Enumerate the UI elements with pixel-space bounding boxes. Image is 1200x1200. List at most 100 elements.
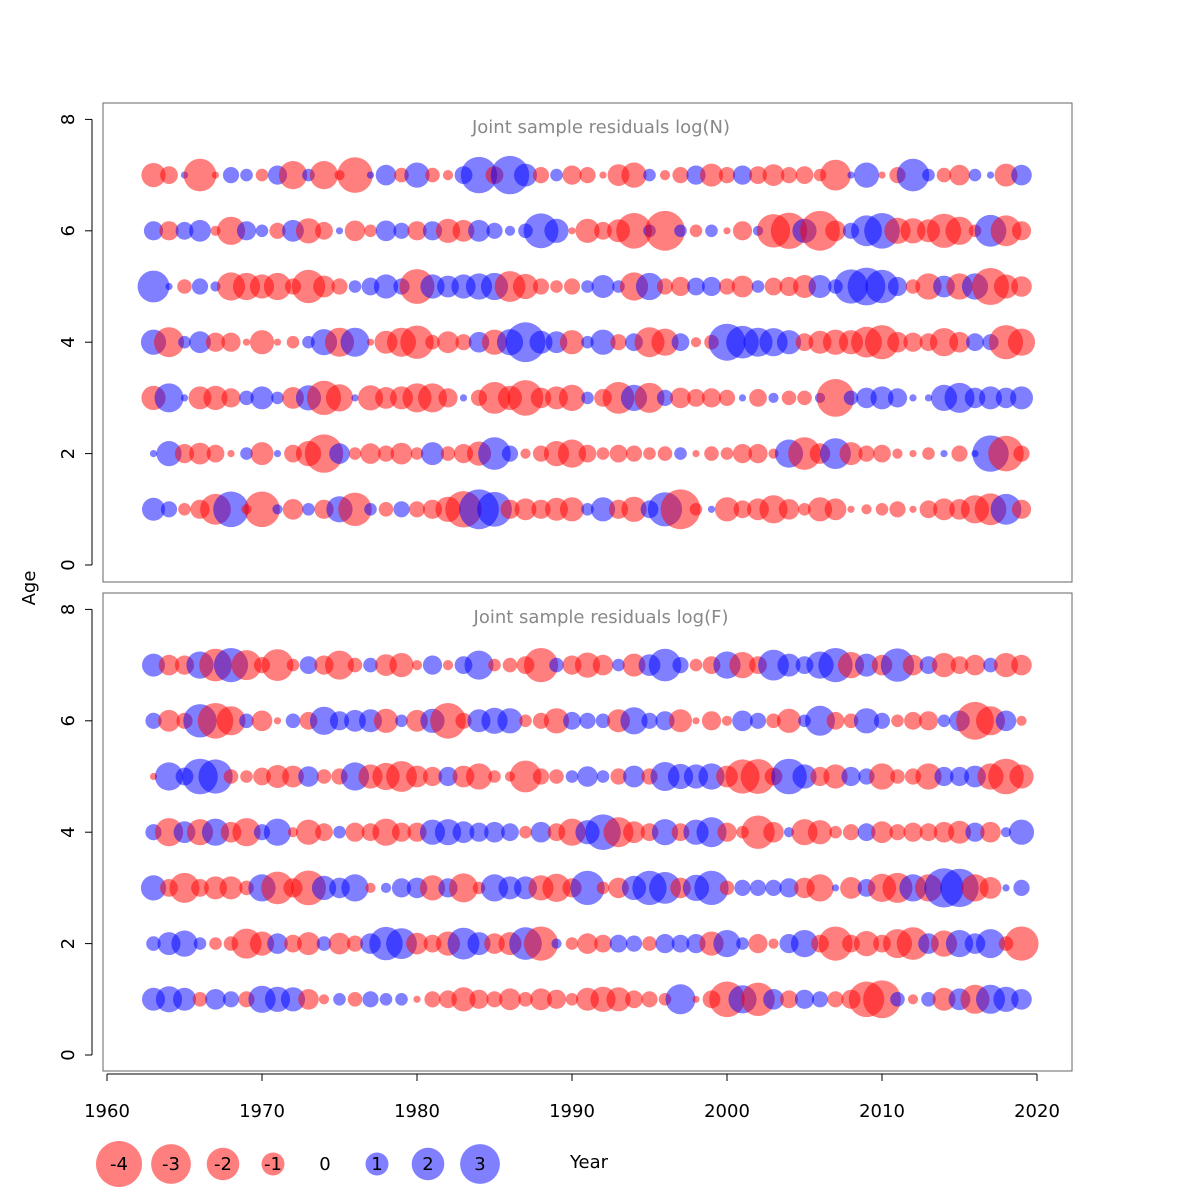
residual-bubble: [468, 219, 490, 242]
residual-bubble: [896, 158, 930, 192]
residual-bubble: [795, 166, 814, 185]
residual-bubble: [559, 330, 585, 355]
residual-bubble: [400, 325, 434, 359]
residual-bubble: [995, 387, 1017, 409]
residual-bubble: [948, 820, 971, 844]
residual-bubble: [766, 713, 781, 729]
residual-bubble: [158, 709, 180, 732]
residual-bubble: [438, 766, 458, 787]
residual-bubble: [325, 650, 354, 680]
residual-bubble: [297, 932, 320, 956]
residual-bubble: [732, 221, 753, 241]
residual-bubble: [873, 444, 891, 463]
residual-bubble: [329, 443, 350, 464]
residual-bubble: [550, 168, 563, 182]
residual-bubble: [609, 444, 628, 463]
residual-bubble: [231, 650, 262, 681]
residual-bubble: [469, 822, 489, 842]
y-tick-label: 2: [58, 938, 79, 949]
residual-bubble: [559, 497, 585, 522]
residual-bubble: [606, 987, 631, 1012]
residual-bubble: [1000, 827, 1012, 838]
residual-bubble: [278, 161, 308, 190]
residual-bubble: [484, 933, 505, 954]
residual-bubble: [931, 653, 957, 678]
residual-bubble: [455, 334, 472, 351]
residual-bubble: [529, 330, 553, 354]
residual-bubble: [871, 821, 893, 844]
residual-bubble: [933, 498, 955, 521]
y-tick-label: 6: [58, 225, 79, 236]
residual-bubble: [858, 445, 875, 462]
residual-bubble: [824, 498, 847, 521]
residual-bubble: [304, 434, 344, 473]
residual-bubble: [868, 763, 896, 790]
residual-bubble: [701, 711, 722, 731]
residual-bubble: [994, 163, 1018, 187]
residual-bubble: [642, 936, 657, 951]
residual-bubble: [302, 503, 315, 516]
residual-bubble: [191, 879, 209, 897]
residual-bubble: [523, 648, 559, 683]
residual-bubble: [705, 224, 718, 238]
residual-bubble: [146, 936, 161, 951]
residual-bubble: [156, 441, 182, 467]
residual-bubble: [671, 934, 690, 953]
residual-bubble: [749, 389, 767, 407]
residual-bubble: [175, 221, 194, 240]
residual-bubble: [178, 335, 191, 349]
residual-bubble: [863, 980, 901, 1019]
residual-bubble: [1011, 654, 1032, 676]
residual-bubble: [731, 275, 754, 298]
residual-bubble: [887, 388, 908, 408]
residual-bubble: [344, 220, 366, 242]
residual-bubble: [255, 224, 269, 238]
residual-bubble: [236, 221, 257, 241]
residual-bubble: [741, 982, 775, 1016]
residual-bubble: [670, 387, 691, 409]
residual-bubble: [244, 491, 280, 528]
residual-bubble: [798, 503, 811, 516]
residual-bubble: [816, 379, 855, 417]
y-tick-label: 8: [58, 114, 79, 125]
residual-bubble: [393, 222, 410, 239]
residual-bubble: [937, 714, 951, 728]
residual-bubble: [659, 170, 671, 181]
residual-bubble: [625, 935, 643, 952]
residual-bubble: [932, 987, 956, 1011]
residual-bubble: [909, 505, 917, 513]
residual-bubble: [641, 712, 658, 729]
residual-bubble: [990, 493, 1022, 525]
residual-bubble: [733, 500, 752, 519]
panel-log-n: Joint sample residuals log(N) 0 2 4 6 8: [58, 102, 1073, 583]
residual-bubble: [298, 766, 319, 787]
residual-bubble: [594, 934, 612, 953]
residual-bubble: [651, 328, 679, 356]
legend-label: 1: [371, 1154, 382, 1175]
residual-bubble: [818, 926, 853, 961]
residual-bubble: [284, 934, 302, 953]
residual-bubble: [351, 394, 359, 402]
y-tick-label: 0: [58, 559, 79, 570]
residual-bubble: [240, 168, 253, 182]
residual-bubble: [983, 657, 998, 673]
residual-bubble: [390, 442, 413, 465]
residual-bubble: [648, 648, 682, 682]
residual-bubble: [520, 448, 531, 459]
residual-bubble: [1011, 499, 1032, 519]
residual-bubble: [621, 496, 647, 522]
residual-bubble: [847, 171, 855, 179]
residual-bubble: [183, 158, 217, 192]
residual-bubble: [272, 504, 283, 515]
residual-bubble: [922, 168, 935, 182]
residual-bubble: [269, 222, 286, 239]
residual-bubble: [386, 928, 417, 959]
residual-bubble: [596, 447, 610, 460]
residual-bubble: [806, 874, 834, 902]
residual-bubble: [263, 818, 292, 846]
residual-bubble: [282, 499, 304, 520]
residual-bubble: [781, 390, 797, 406]
residual-bubble: [518, 992, 533, 1007]
residual-bubble: [672, 167, 689, 184]
residual-bubble: [379, 993, 393, 1006]
